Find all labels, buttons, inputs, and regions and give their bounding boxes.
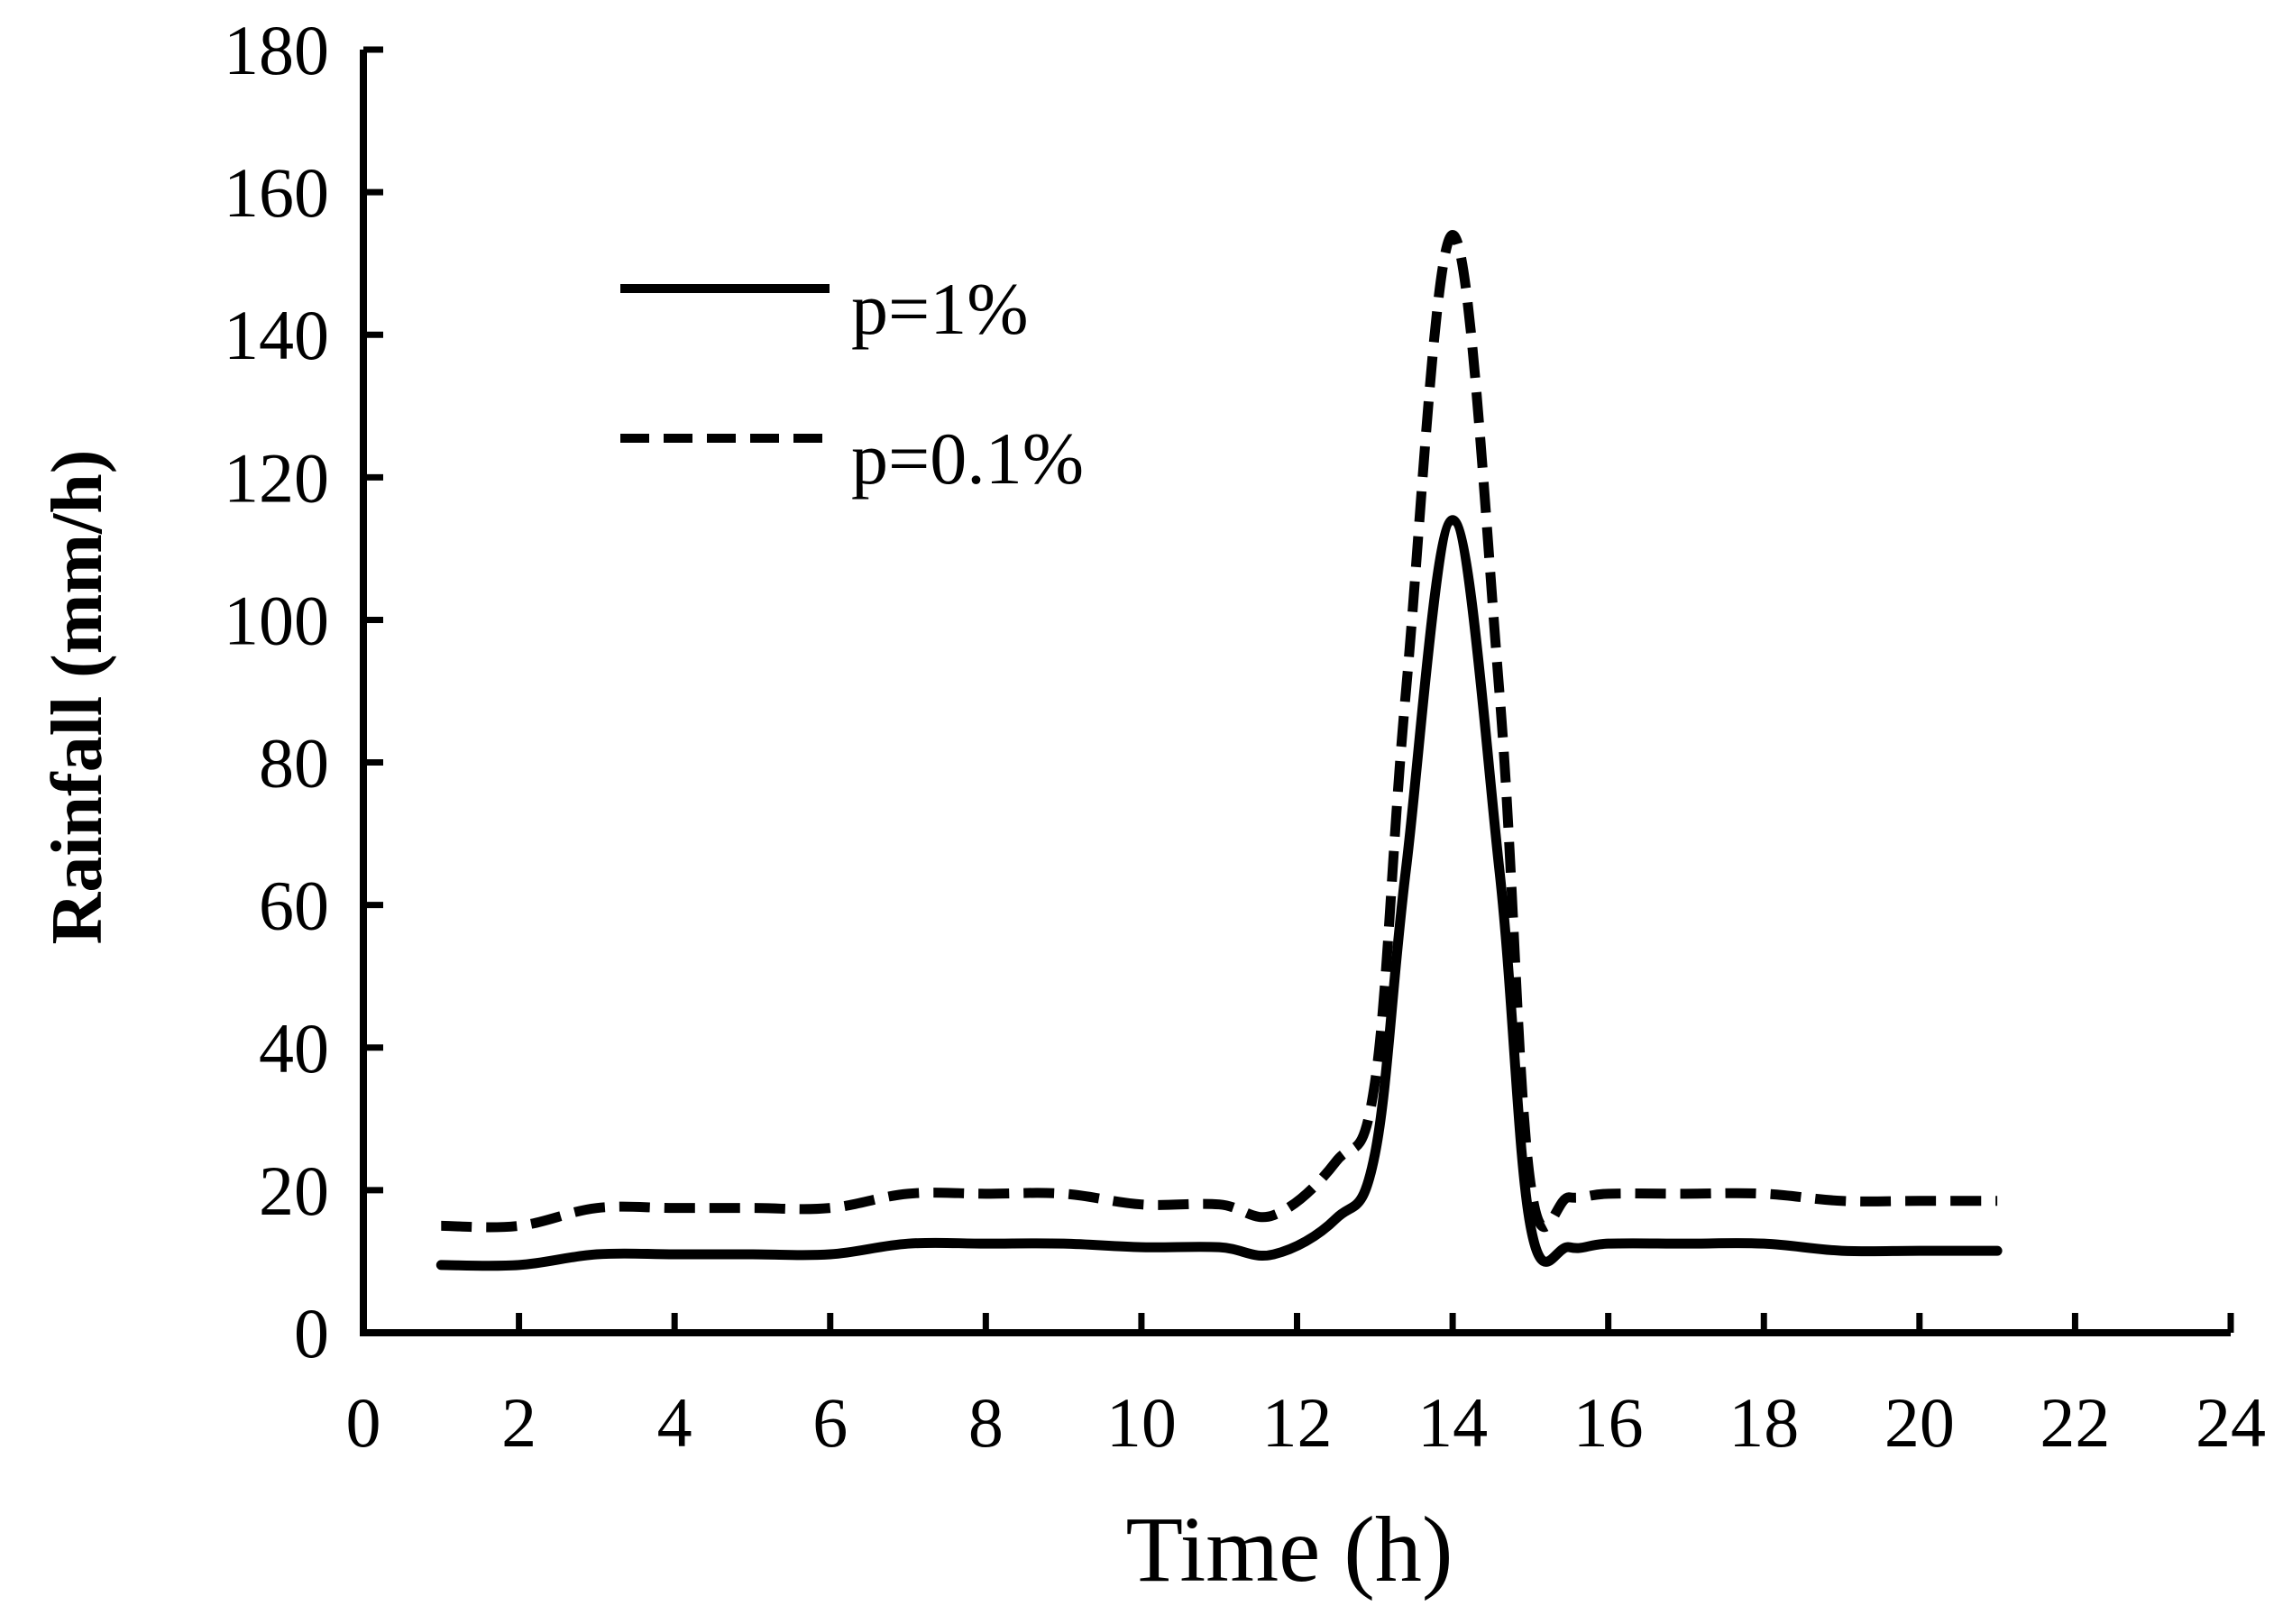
legend-label-p0-1: p=0.1% [851, 417, 1084, 500]
y-tick-label: 140 [224, 296, 329, 374]
x-axis-title: Time (h) [1125, 1498, 1453, 1601]
x-axis-ticks: 0 2 4 6 8 10 12 14 16 18 20 22 24 [346, 1313, 2266, 1462]
y-tick-label: 60 [259, 867, 329, 945]
x-tick-label: 20 [1884, 1383, 1955, 1462]
x-tick-label: 18 [1728, 1383, 1799, 1462]
x-tick-label: 24 [2196, 1383, 2266, 1462]
y-axis-title: Rainfall (mm/h) [38, 450, 117, 945]
y-tick-label: 20 [259, 1151, 329, 1230]
x-tick-label: 0 [346, 1383, 381, 1462]
x-tick-label: 8 [968, 1383, 1004, 1462]
y-tick-label: 120 [224, 438, 329, 517]
legend: p=1% p=0.1% [620, 268, 1084, 500]
x-tick-label: 22 [2040, 1383, 2110, 1462]
x-tick-label: 4 [657, 1383, 692, 1462]
x-tick-label: 14 [1417, 1383, 1488, 1462]
legend-label-p1: p=1% [851, 268, 1029, 350]
y-tick-label: 40 [259, 1009, 329, 1087]
x-tick-label: 16 [1573, 1383, 1644, 1462]
series-line-p1 [436, 515, 2003, 1271]
y-tick-label: 180 [224, 11, 329, 89]
x-tick-label: 2 [501, 1383, 536, 1462]
series-layer [436, 230, 2003, 1271]
x-tick-label: 12 [1262, 1383, 1333, 1462]
y-tick-label: 0 [294, 1294, 329, 1372]
y-axis-ticks: 0 20 40 60 80 100 120 140 160 180 [224, 11, 383, 1372]
x-tick-label: 6 [812, 1383, 848, 1462]
y-tick-label: 80 [259, 724, 329, 803]
series-line-p0-1 [441, 230, 1998, 1233]
x-tick-label: 10 [1106, 1383, 1177, 1462]
y-tick-label: 100 [224, 581, 329, 659]
y-tick-label: 160 [224, 153, 329, 232]
